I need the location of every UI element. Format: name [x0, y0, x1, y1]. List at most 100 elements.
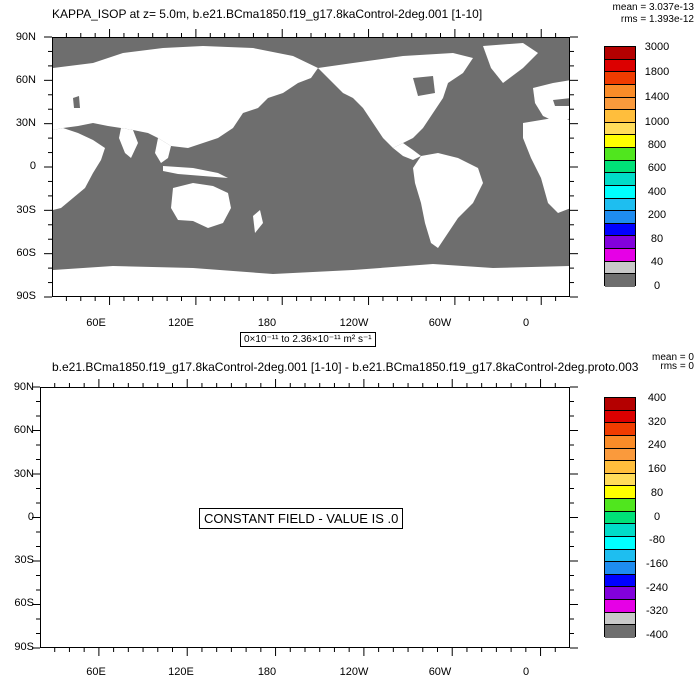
panel1-xtick: 120W [339, 317, 369, 329]
colorbar-bin [605, 110, 635, 123]
land-greenland [483, 43, 538, 83]
panel1-cb-label: 1400 [644, 91, 670, 103]
land-europe-west [533, 80, 569, 123]
panel1-cb-label: 0 [653, 280, 661, 292]
sea-mediterranean [553, 98, 569, 106]
land-asia-europe [53, 46, 318, 148]
panel2-constant-field-label: CONSTANT FIELD - VALUE IS .0 [199, 508, 404, 529]
panel1-mean: mean = 3.037e-13 [612, 2, 694, 13]
colorbar-bin [605, 135, 635, 148]
panel2-cb-label: 0 [653, 511, 661, 523]
colorbar-bin [605, 160, 635, 174]
panel1-cb-label: 3000 [644, 41, 670, 53]
panel2-xtick: 120W [339, 666, 369, 678]
panel1-xtick: 120E [168, 317, 194, 329]
land-central-america [393, 143, 421, 160]
colorbar-bin [605, 574, 635, 588]
panel2-rms: rms = 0 [660, 361, 694, 372]
panel2-ytick: 30N [13, 468, 34, 480]
land-south-america [413, 153, 483, 248]
panel2-cb-label: -320 [645, 605, 669, 617]
panel2-ytick: 60N [13, 424, 34, 436]
panel2-cb-label: 240 [647, 439, 667, 451]
panel1-cb-label: 40 [650, 256, 664, 268]
colorbar-bin [605, 625, 635, 638]
colorbar-bin [605, 524, 635, 537]
colorbar-bin [605, 461, 635, 474]
panel1-ytick: 60S [16, 247, 36, 259]
panel1-ytick: 30N [15, 117, 36, 129]
panel2-xtick: 0 [522, 666, 530, 678]
colorbar-bin [605, 398, 635, 411]
panel1-xtick: 0 [522, 317, 530, 329]
panel1-cb-label: 400 [647, 186, 667, 198]
panel2-xtick: 60E [86, 666, 106, 678]
land-japan [213, 110, 225, 133]
panel2-cb-label: -400 [645, 629, 669, 641]
land-indonesia [163, 166, 228, 178]
panel1-title: KAPPA_ISOP at z= 5.0m, b.e21.BCma1850.f1… [52, 7, 483, 21]
panel2-ytick: 90N [13, 381, 34, 393]
panel1-cb-label: 80 [650, 233, 664, 245]
colorbar-bin [605, 47, 635, 60]
panel1-xtick: 180 [257, 317, 277, 329]
panel2-cb-label: -160 [645, 558, 669, 570]
colorbar-bin [605, 562, 635, 575]
colorbar-bin [605, 600, 635, 613]
colorbar-bin [605, 97, 635, 111]
land-southeast-asia [155, 138, 171, 163]
panel1-ytick: 0 [29, 160, 36, 172]
colorbar-bin [605, 236, 635, 249]
colorbar-bin [605, 612, 635, 626]
panel1-xtick: 60E [86, 317, 106, 329]
panel1-colorbar [604, 46, 636, 287]
colorbar-bin [605, 448, 635, 462]
land-north-america [318, 53, 473, 148]
colorbar-bin [605, 274, 635, 287]
panel2-stats: mean = 0 rms = 0 [652, 352, 694, 373]
colorbar-bin [605, 211, 635, 224]
colorbar-bin [605, 473, 635, 487]
panel2-xtick: 180 [257, 666, 277, 678]
colorbar-bin [605, 486, 635, 499]
panel1-cb-label: 600 [647, 162, 667, 174]
panel2-ytick: 30S [14, 554, 34, 566]
colorbar-bin [605, 173, 635, 186]
sea-caspian [73, 96, 80, 108]
colorbar-bin [605, 499, 635, 512]
land-africa-east [53, 128, 105, 210]
panel2-cb-label: -80 [649, 534, 665, 546]
panel2-ytick: 0 [27, 511, 34, 523]
panel1-ytick: 90N [15, 31, 36, 43]
land-india [119, 128, 138, 158]
colorbar-bin [605, 249, 635, 262]
colorbar-bin [605, 423, 635, 436]
panel1-rms: rms = 1.393e-12 [620, 14, 694, 25]
land-africa-west [523, 118, 569, 213]
colorbar-bin [605, 122, 635, 136]
land-antarctica [53, 264, 569, 296]
panel1-ytick: 60N [15, 74, 36, 86]
panel2-cb-label: 320 [647, 416, 667, 428]
panel1-ytick: 90S [16, 290, 36, 302]
colorbar-bin [605, 59, 635, 73]
colorbar-bin [605, 72, 635, 85]
sea-hudson-bay [413, 76, 435, 96]
colorbar-bin [605, 549, 635, 563]
colorbar-bin [605, 185, 635, 199]
panel2-xtick: 120E [168, 666, 194, 678]
colorbar-bin [605, 261, 635, 275]
panel1-xtick: 60W [428, 317, 452, 329]
panel1-cb-label: 1800 [644, 66, 670, 78]
panel2-cb-label: 160 [647, 463, 667, 475]
panel1-map [52, 37, 570, 297]
land-australia [171, 183, 231, 228]
colorbar-bin [605, 410, 635, 424]
colorbar-bin [605, 536, 635, 550]
panel2-cb-label: 80 [650, 487, 664, 499]
colorbar-bin [605, 198, 635, 212]
colorbar-bin [605, 148, 635, 161]
panel2-cb-label: -240 [645, 582, 669, 594]
panel1-land-mask [53, 43, 569, 296]
colorbar-bin [605, 223, 635, 237]
